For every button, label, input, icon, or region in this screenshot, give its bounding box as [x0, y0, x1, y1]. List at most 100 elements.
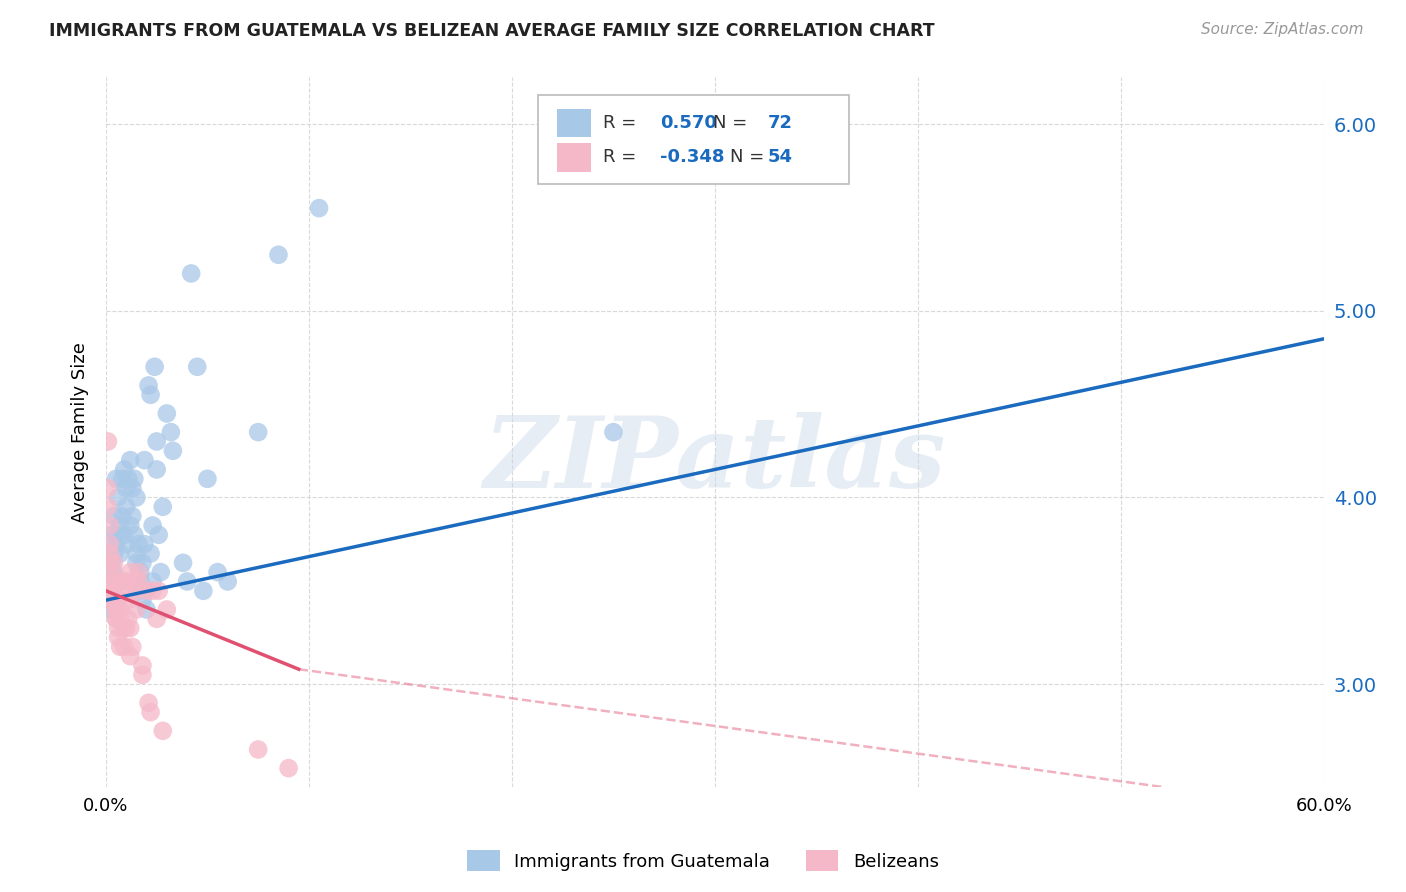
Point	[112, 640, 135, 654]
Point	[148, 583, 170, 598]
Point	[101, 583, 124, 598]
Point	[105, 528, 128, 542]
Point	[142, 518, 165, 533]
Point	[117, 593, 139, 607]
Point	[107, 593, 129, 607]
Point	[115, 574, 138, 589]
Point	[98, 602, 121, 616]
Point	[138, 378, 160, 392]
Point	[142, 574, 165, 589]
Point	[125, 491, 148, 505]
Point	[197, 472, 219, 486]
Text: N =: N =	[713, 114, 752, 132]
Point	[180, 267, 202, 281]
Point	[117, 612, 139, 626]
Point	[107, 491, 129, 505]
Point	[131, 668, 153, 682]
Point	[121, 481, 143, 495]
FancyBboxPatch shape	[557, 144, 591, 171]
Point	[101, 574, 124, 589]
Point	[131, 593, 153, 607]
Point	[156, 407, 179, 421]
Point	[127, 583, 149, 598]
Text: -0.348: -0.348	[661, 148, 724, 167]
Point	[112, 621, 135, 635]
Point	[108, 602, 131, 616]
Point	[115, 537, 138, 551]
Point	[105, 612, 128, 626]
Point	[120, 621, 142, 635]
Point	[124, 574, 146, 589]
Point	[105, 602, 128, 616]
Point	[308, 201, 330, 215]
Point	[145, 612, 167, 626]
Point	[105, 602, 128, 616]
Point	[139, 705, 162, 719]
FancyBboxPatch shape	[538, 95, 849, 184]
Point	[107, 621, 129, 635]
Point	[98, 556, 121, 570]
Point	[124, 472, 146, 486]
Point	[131, 556, 153, 570]
Point	[101, 565, 124, 579]
Point	[134, 537, 156, 551]
Point	[176, 574, 198, 589]
Point	[103, 565, 125, 579]
Point	[160, 425, 183, 439]
Point	[108, 518, 131, 533]
Point	[247, 425, 270, 439]
Point	[107, 631, 129, 645]
Point	[135, 583, 157, 598]
Point	[120, 518, 142, 533]
Point	[107, 574, 129, 589]
Point	[103, 574, 125, 589]
Point	[124, 528, 146, 542]
Point	[131, 658, 153, 673]
Point	[103, 593, 125, 607]
Point	[148, 528, 170, 542]
Point	[112, 462, 135, 476]
Point	[121, 509, 143, 524]
Point	[101, 556, 124, 570]
Point	[127, 565, 149, 579]
Point	[98, 537, 121, 551]
Point	[103, 556, 125, 570]
Point	[156, 602, 179, 616]
Point	[149, 565, 172, 579]
Point	[111, 583, 134, 598]
Point	[101, 593, 124, 607]
Y-axis label: Average Family Size: Average Family Size	[72, 342, 89, 523]
Point	[127, 574, 149, 589]
Text: R =: R =	[603, 148, 643, 167]
Point	[101, 528, 124, 542]
Point	[115, 481, 138, 495]
Point	[103, 546, 125, 560]
Point	[120, 649, 142, 664]
Point	[121, 640, 143, 654]
Point	[247, 742, 270, 756]
Point	[125, 583, 148, 598]
Point	[105, 537, 128, 551]
Point	[120, 565, 142, 579]
Point	[103, 509, 125, 524]
Point	[127, 537, 149, 551]
Point	[97, 500, 120, 514]
Point	[145, 434, 167, 449]
Point	[101, 583, 124, 598]
Point	[193, 583, 215, 598]
Point	[120, 453, 142, 467]
Point	[97, 583, 120, 598]
Text: R =: R =	[603, 114, 643, 132]
Point	[108, 612, 131, 626]
Point	[108, 546, 131, 560]
Point	[125, 546, 148, 560]
Point	[129, 565, 152, 579]
Point	[105, 472, 128, 486]
Text: IMMIGRANTS FROM GUATEMALA VS BELIZEAN AVERAGE FAMILY SIZE CORRELATION CHART: IMMIGRANTS FROM GUATEMALA VS BELIZEAN AV…	[49, 22, 935, 40]
Point	[172, 556, 194, 570]
Point	[115, 621, 138, 635]
Point	[186, 359, 208, 374]
Point	[111, 509, 134, 524]
Point	[108, 640, 131, 654]
Text: Source: ZipAtlas.com: Source: ZipAtlas.com	[1201, 22, 1364, 37]
